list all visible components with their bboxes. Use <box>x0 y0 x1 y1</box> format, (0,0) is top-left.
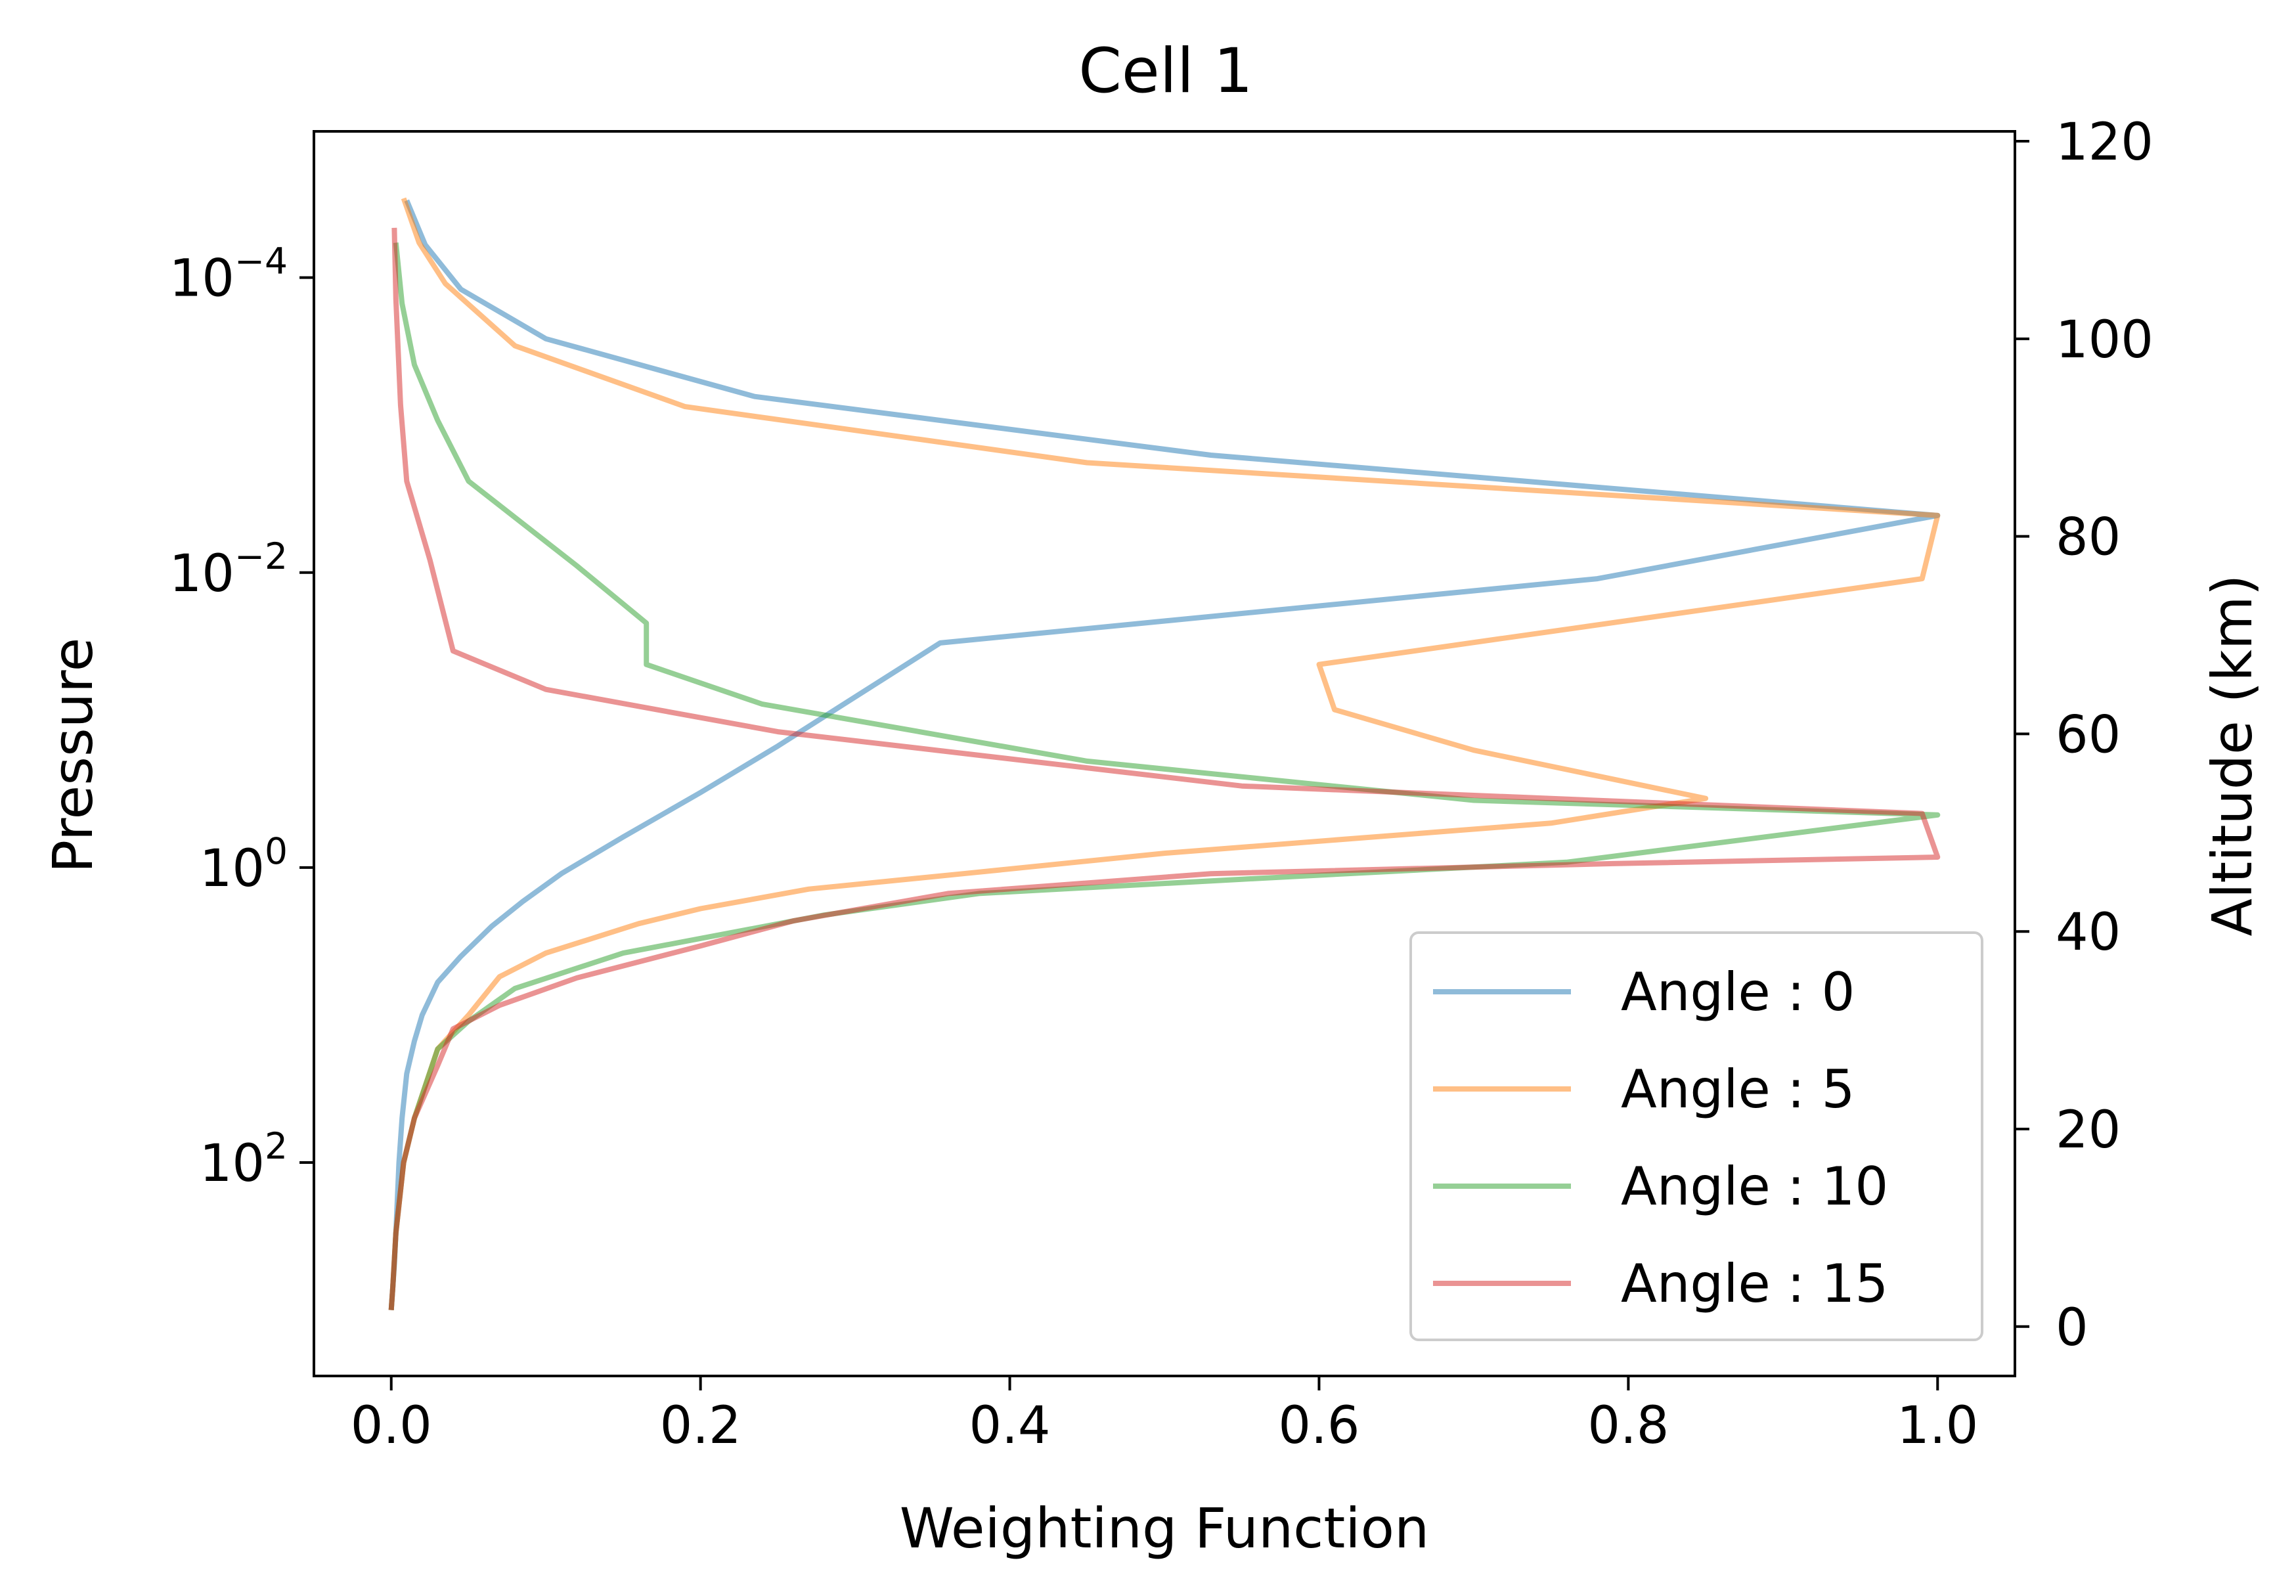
y-axis-left: 10−4 10−2 100 102 <box>169 240 314 1193</box>
legend-label-2: Angle : 10 <box>1621 1156 1888 1217</box>
series-line-3 <box>388 227 1941 1310</box>
legend: Angle : 0 Angle : 5 Angle : 10 Angle : 15 <box>1409 931 1983 1341</box>
y-right-tick-label: 0 <box>2056 1298 2088 1358</box>
legend-label-3: Angle : 15 <box>1621 1253 1888 1314</box>
x-tick-label: 0.4 <box>969 1396 1051 1455</box>
x-axis: 0.0 0.2 0.4 0.6 0.8 1.0 <box>351 1376 1978 1455</box>
plot-frame <box>313 130 2016 1377</box>
y-tick-label: 10−4 <box>169 240 288 309</box>
y-axis-label-right: Altitude (km) <box>2200 575 2264 937</box>
x-tick-label: 1.0 <box>1897 1396 1978 1455</box>
y-right-tick-label: 20 <box>2056 1101 2121 1160</box>
legend-label-1: Angle : 5 <box>1621 1059 1855 1120</box>
y-right-tick-label: 80 <box>2056 508 2121 567</box>
series-line-0 <box>388 199 1941 1310</box>
y-right-tick-label: 60 <box>2056 705 2121 765</box>
x-tick-label: 0.2 <box>660 1396 741 1455</box>
plot-lines <box>388 197 1941 1310</box>
y-tick-label: 102 <box>200 1125 288 1193</box>
x-axis-label: Weighting Function <box>900 1496 1430 1561</box>
legend-label-0: Angle : 0 <box>1621 962 1855 1023</box>
y-right-tick-label: 120 <box>2056 113 2153 172</box>
x-tick-label: 0.0 <box>351 1396 432 1455</box>
x-tick-label: 0.8 <box>1587 1396 1669 1455</box>
chart-title: Cell 1 <box>1078 35 1252 107</box>
legend-box <box>1409 931 1983 1341</box>
y-axis-right: 0 20 40 60 80 100 120 <box>2015 113 2153 1358</box>
y-axis-label: Pressure <box>41 638 105 874</box>
y-tick-label: 10−2 <box>169 535 288 604</box>
y-right-tick-label: 100 <box>2056 311 2153 370</box>
y-right-tick-label: 40 <box>2056 903 2121 962</box>
legend-entries: Angle : 0 Angle : 5 Angle : 10 Angle : 15 <box>1433 962 1888 1314</box>
x-tick-label: 0.6 <box>1278 1396 1359 1455</box>
y-tick-label: 100 <box>200 830 288 898</box>
